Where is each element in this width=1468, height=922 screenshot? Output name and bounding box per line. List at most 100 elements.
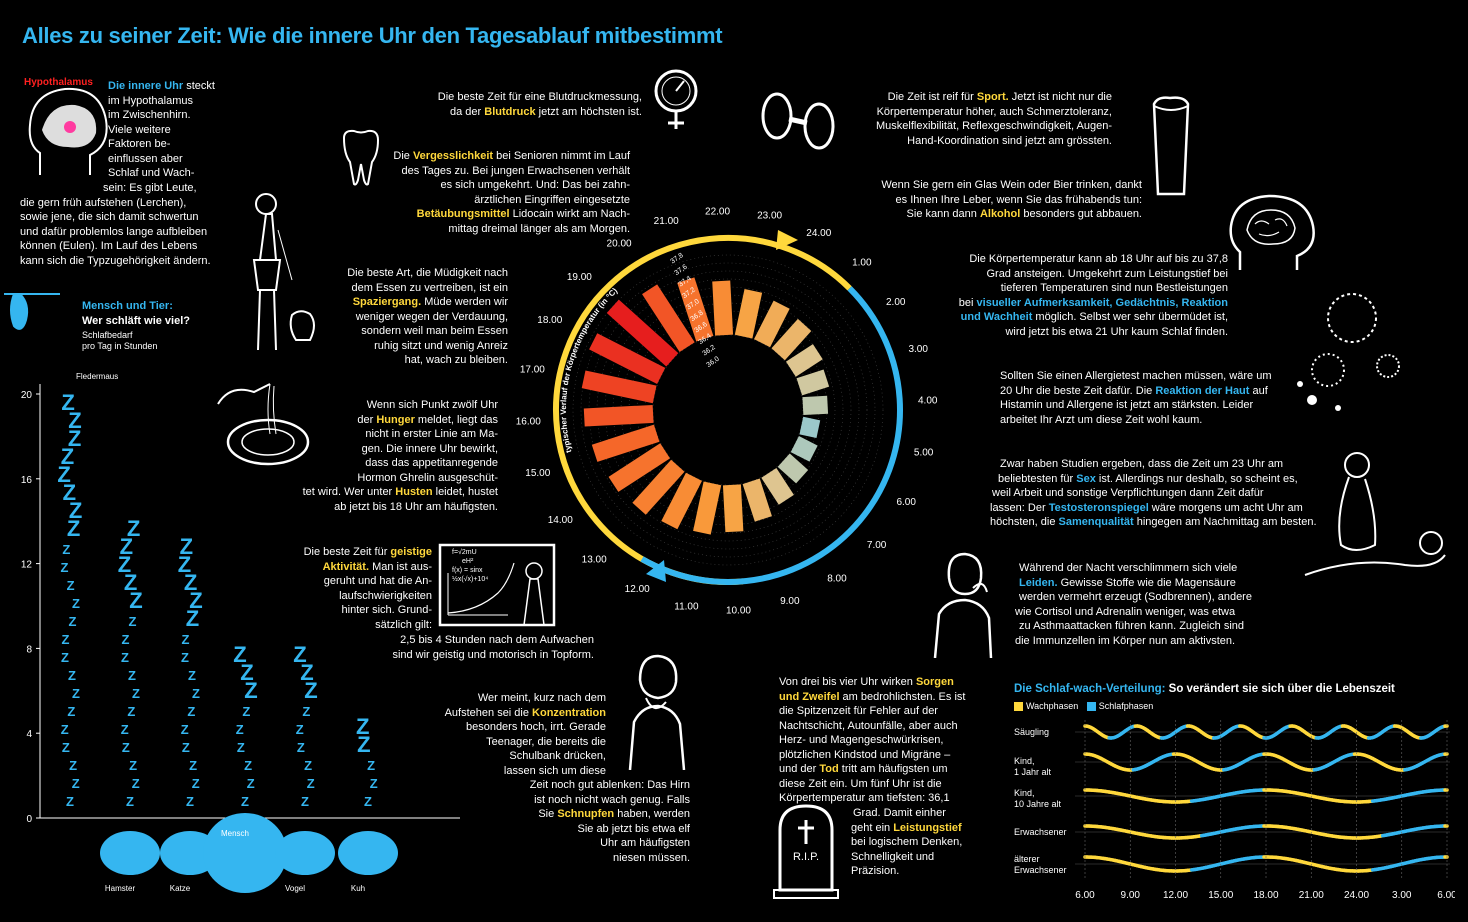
night-arrow-icon — [646, 560, 666, 582]
reaktion-der-haut-keyword: Reaktion der Haut — [1155, 384, 1250, 397]
beer-glass-icon — [1152, 96, 1190, 196]
temperature-bar-13.00 — [632, 459, 685, 515]
grid-ring — [596, 278, 860, 542]
intro-line-13: kann sich die Typzugehörigkeit ändern. — [20, 254, 211, 267]
sleep-z: Z — [181, 650, 189, 665]
hour-label-24.00: 24.00 — [806, 228, 831, 239]
grid-ring — [604, 286, 852, 534]
hunger-6: Hormon Ghrelin ausgeschüt- — [357, 471, 498, 484]
sleep-z: Z — [301, 794, 309, 809]
page-title: Alles zu seiner Zeit: Wie die innere Uhr… — [22, 23, 723, 48]
day-arc — [553, 235, 852, 585]
geistig-2b: Man ist aus- — [369, 560, 432, 573]
temp-1: Die Körpertemperatur kann ab 18 Uhr auf … — [969, 253, 1228, 265]
temperature-bar-rect — [742, 478, 772, 522]
spazier-7: hat, wach zu bleiben. — [404, 354, 508, 366]
sleep-z: Z — [122, 740, 130, 755]
intro-line-4: Viele weitere — [108, 123, 171, 136]
sleep-z: Z — [367, 758, 375, 773]
sleep-z: Z — [297, 740, 305, 755]
temperature-bar-rect — [790, 436, 818, 462]
grid-ring — [580, 262, 876, 558]
blutdruck-line-2a: da der — [450, 105, 485, 118]
row-2-l1: Kind, — [1014, 788, 1035, 798]
woman-coughing-icon — [933, 552, 993, 658]
hour-label-16.00: 16.00 — [516, 416, 541, 427]
temperature-bar-16.00 — [583, 404, 654, 427]
intro-line-1: steckt — [183, 80, 215, 92]
sorgen-3: die Spitzenzeit für Fehler auf der — [779, 705, 938, 717]
konz-9a: Sie — [538, 808, 558, 820]
temperature-bar-20.00 — [642, 284, 695, 353]
intro-line-10: sowie jene, die sich damit schwertun — [20, 211, 199, 223]
sleep-z: Z — [182, 740, 190, 755]
konz-2a: Aufstehen sei die — [444, 706, 533, 719]
intro-line-5: Faktoren be- — [108, 138, 171, 150]
temperature-bar-22.00 — [712, 280, 734, 336]
sleep-z: Z — [129, 588, 142, 613]
vergess-keyword: Vergesslichkeit — [412, 150, 494, 162]
temperature-bar-17.00 — [581, 370, 657, 404]
sleep-z: Z — [241, 794, 249, 809]
temperature-scale-label: 36,0 — [706, 355, 721, 369]
husten-keyword: Husten — [395, 486, 433, 498]
spazier-6: ruhig sitzt und wenig Anreiz — [374, 339, 508, 352]
animals-heading-1: Mensch und Tier: — [82, 300, 173, 312]
sleep-z: Z — [187, 704, 195, 719]
blutdruck-text: Die beste Zeit für eine Blutdruckmessung… — [380, 90, 642, 119]
leiden-keyword: Leiden. — [1019, 576, 1058, 589]
sleep-z: Z — [188, 668, 196, 683]
temperature-bar-rect — [608, 443, 671, 492]
animals-sub-1: Schlafbedarf — [82, 330, 133, 340]
wake-legend-label: Wachphasen — [1026, 701, 1079, 711]
sleep-z: Z — [302, 704, 310, 719]
vergesslichkeit-text: Die Vergesslichkeit bei Senioren nimmt i… — [330, 149, 630, 236]
sleep-z: Z — [72, 686, 80, 701]
row-label-saeugling: Säugling — [1014, 727, 1049, 738]
temperature-bar-rect — [583, 404, 654, 427]
blutdruck-line-1: Die beste Zeit für eine Blutdruckmessung… — [437, 91, 642, 103]
sleep-z: Z — [118, 552, 131, 577]
temp-3: tieferen Temperaturen sind nun Bestleist… — [1000, 282, 1228, 294]
konz-9c: haben, werden — [614, 808, 690, 820]
sorgen-5: Herz- und Magengeschwürkrisen, — [779, 734, 944, 746]
sport-2: Körpertemperatur höher, auch Schmerztole… — [876, 105, 1112, 118]
sleep-z: Z — [296, 722, 304, 737]
geistig-4: laufschwierigkeiten — [339, 589, 432, 602]
body-temperature-clock: 17.00 18.00 19.00 20.00 21.00 22.00 23.00 24.00… — [516, 206, 938, 616]
hour-label-4.00: 4.00 — [918, 396, 938, 407]
hunger-2c: meldet, liegt das — [414, 413, 498, 426]
grid-ring — [652, 334, 804, 486]
leiden-2b: Gewisse Stoffe wie die Magensäure — [1057, 576, 1236, 589]
hour-label-1.00: 1.00 — [852, 257, 872, 268]
dumbbell-icon — [761, 92, 835, 150]
sport-keyword: Sport. — [976, 91, 1009, 103]
sleep-z: Z — [121, 722, 129, 737]
konz-5: Schulbank drücken, — [509, 750, 606, 762]
intro-line-9: die gern früh aufstehen (Lerchen), — [20, 196, 187, 209]
aktivitaet-keyword: Aktivität. — [322, 560, 370, 573]
konz-6: lassen sich um diese — [503, 764, 606, 777]
sex-2a: beliebtesten für — [998, 472, 1077, 485]
leiden-1: Während der Nacht verschlimmern sich vie… — [1019, 562, 1238, 574]
row-2-l2: 10 Jahre alt — [1014, 799, 1062, 809]
sleep-z: Z — [192, 776, 200, 791]
hour-label-21.00: 21.00 — [654, 216, 679, 227]
sleep-z: Z — [240, 660, 253, 685]
woman-walking-dog-icon — [252, 193, 315, 351]
sleep-z: Z — [72, 776, 80, 791]
sleep-z: Z — [189, 588, 202, 613]
blutdruck-keyword: Blutdruck — [484, 105, 536, 118]
intro-text-lower: sein: Es gibt Leute, die gern früh aufst… — [20, 181, 260, 268]
formula-text: f=√2mU eH² f(x) = sinx ½x(√x)+10⁴ — [452, 548, 488, 584]
kuh-icon — [338, 831, 398, 875]
sleep-z: Z — [66, 794, 74, 809]
row-4-l2: Erwachsener — [1014, 865, 1067, 875]
intro-line-3: im Zwischenhirn. — [108, 109, 191, 121]
hunger-8: ab jetzt bis 18 Uhr am häufigsten. — [334, 500, 498, 513]
sleep-z: Z — [124, 570, 137, 595]
hour-label-13.00: 13.00 — [582, 555, 607, 566]
temperature-bar-rect — [661, 472, 702, 530]
